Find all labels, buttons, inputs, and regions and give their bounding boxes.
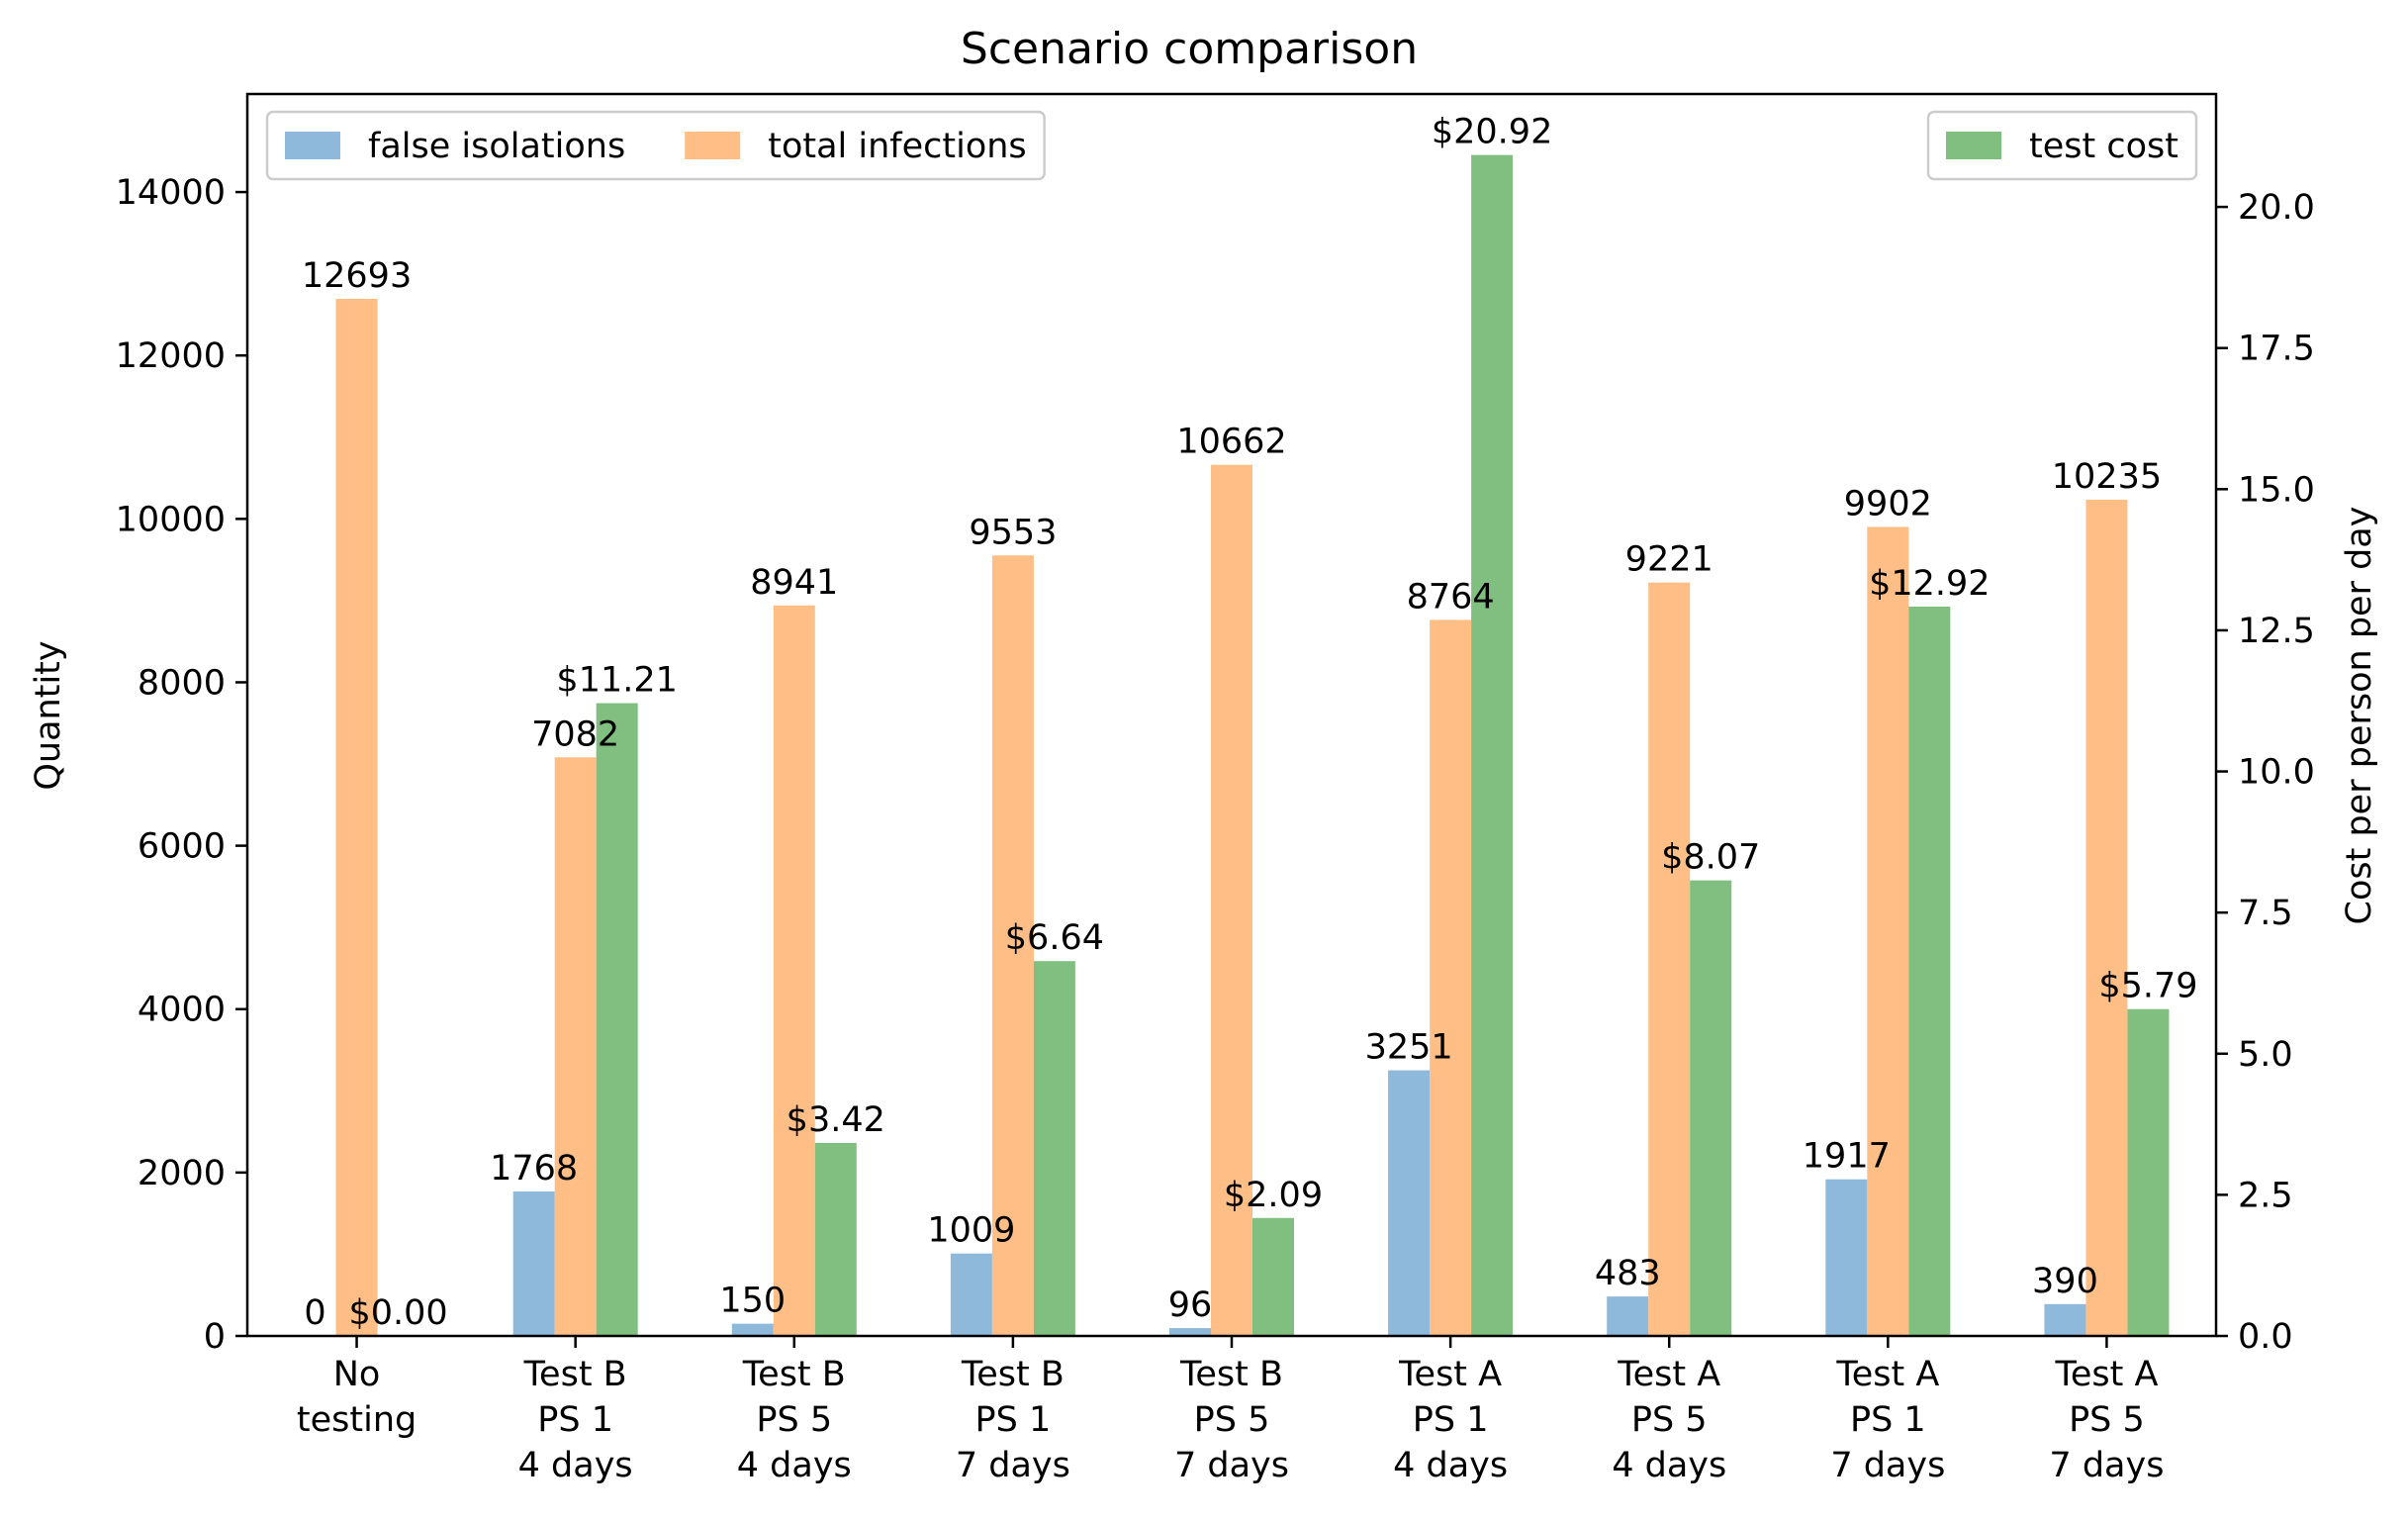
y-tick-label-left-4: 8000: [138, 663, 226, 703]
data-label-test-cost-6: $8.07: [1661, 838, 1760, 878]
bar-total-infections-2: [773, 605, 815, 1336]
bar-total-infections-5: [1430, 619, 1472, 1336]
data-label-total-infections-7: 9902: [1844, 484, 1932, 523]
y-axis-label-left: Quantity: [29, 640, 68, 790]
data-label-test-cost-2: $3.42: [787, 1100, 885, 1140]
data-label-false-isolations-0: 0: [304, 1293, 325, 1333]
bar-test-cost-8: [2127, 1008, 2170, 1336]
y-tick-label-left-6: 12000: [116, 336, 226, 376]
y-tick-label-right-8: 20.0: [2238, 188, 2315, 228]
data-label-total-infections-1: 7082: [531, 714, 619, 754]
data-label-test-cost-0: $0.00: [348, 1293, 447, 1333]
bar-false-isolations-4: [1169, 1328, 1211, 1336]
bar-total-infections-8: [2085, 499, 2128, 1336]
bar-total-infections-3: [991, 555, 1034, 1336]
legend-label-false-isolations: false isolations: [368, 127, 625, 166]
data-label-total-infections-4: 10662: [1176, 423, 1286, 462]
y-tick-label-left-0: 0: [204, 1317, 226, 1357]
bar-test-cost-7: [1908, 606, 1951, 1336]
legend-upper-right: [1926, 110, 2198, 181]
data-label-false-isolations-4: 96: [1168, 1285, 1213, 1325]
y-tick-label-right-0: 0.0: [2238, 1317, 2293, 1357]
y-tick-label-right-1: 2.5: [2238, 1176, 2293, 1215]
bar-false-isolations-8: [2044, 1303, 2086, 1336]
y-tick-label-right-2: 5.0: [2238, 1035, 2293, 1075]
legend-swatch-total-infections: [685, 132, 741, 159]
legend-swatch-test-cost: [1946, 132, 2002, 159]
data-label-false-isolations-2: 150: [719, 1282, 786, 1321]
data-label-total-infections-2: 8941: [750, 563, 838, 603]
data-label-false-isolations-6: 483: [1595, 1254, 1661, 1293]
data-label-false-isolations-5: 3251: [1365, 1028, 1453, 1068]
data-label-test-cost-1: $11.21: [556, 661, 677, 701]
bar-total-infections-1: [554, 757, 597, 1336]
bar-false-isolations-3: [950, 1253, 992, 1336]
legend-swatch-false-isolations: [285, 132, 340, 159]
data-label-total-infections-8: 10235: [2052, 457, 2162, 497]
bar-false-isolations-7: [1825, 1179, 1868, 1336]
y-tick-label-right-6: 15.0: [2238, 470, 2315, 510]
data-label-total-infections-3: 9553: [969, 513, 1057, 552]
bar-false-isolations-6: [1607, 1296, 1649, 1336]
legend-label-total-infections: total infections: [768, 127, 1026, 166]
y-tick-label-left-5: 10000: [116, 500, 226, 539]
bar-total-infections-0: [335, 298, 378, 1336]
y-tick-label-left-2: 4000: [138, 991, 226, 1030]
y-tick-label-right-5: 12.5: [2238, 612, 2315, 651]
bar-total-infections-6: [1648, 582, 1691, 1336]
data-label-test-cost-5: $20.92: [1432, 113, 1552, 152]
x-tick-label-0: No testing: [297, 1355, 417, 1440]
data-label-total-infections-5: 8764: [1407, 577, 1495, 617]
data-label-false-isolations-1: 1768: [490, 1149, 578, 1189]
bar-total-infections-7: [1867, 526, 1909, 1336]
data-label-false-isolations-3: 1009: [927, 1211, 1015, 1251]
data-label-false-isolations-8: 390: [2032, 1262, 2098, 1301]
chart-title: Scenario comparison: [961, 24, 1418, 74]
bar-false-isolations-5: [1388, 1070, 1431, 1336]
bar-test-cost-1: [596, 703, 638, 1336]
bar-test-cost-3: [1033, 961, 1075, 1336]
bar-total-infections-4: [1211, 464, 1252, 1336]
y-tick-label-left-7: 14000: [116, 173, 226, 213]
y-axis-label-right: Cost per person per day: [2340, 507, 2379, 925]
legend-upper-left: [265, 110, 1046, 181]
y-tick-label-left-3: 6000: [138, 827, 226, 867]
data-label-total-infections-0: 12693: [302, 256, 412, 296]
bar-test-cost-5: [1471, 154, 1514, 1337]
data-label-test-cost-3: $6.64: [1005, 918, 1104, 958]
bar-false-isolations-1: [512, 1191, 555, 1336]
data-label-false-isolations-7: 1917: [1803, 1137, 1891, 1177]
data-label-test-cost-8: $5.79: [2098, 967, 2197, 1006]
y-tick-label-right-4: 10.0: [2238, 753, 2315, 793]
y-tick-label-right-3: 7.5: [2238, 894, 2293, 933]
data-label-total-infections-6: 9221: [1625, 540, 1713, 580]
data-label-test-cost-4: $2.09: [1224, 1176, 1323, 1215]
bar-test-cost-2: [814, 1142, 857, 1336]
y-tick-label-left-1: 2000: [138, 1154, 226, 1193]
bar-test-cost-4: [1252, 1217, 1294, 1336]
legend-label-test-cost: test cost: [2029, 127, 2178, 166]
data-label-test-cost-7: $12.92: [1869, 564, 1990, 604]
bar-false-isolations-2: [731, 1323, 774, 1336]
bar-test-cost-6: [1690, 880, 1732, 1336]
y-tick-label-right-7: 17.5: [2238, 330, 2315, 369]
